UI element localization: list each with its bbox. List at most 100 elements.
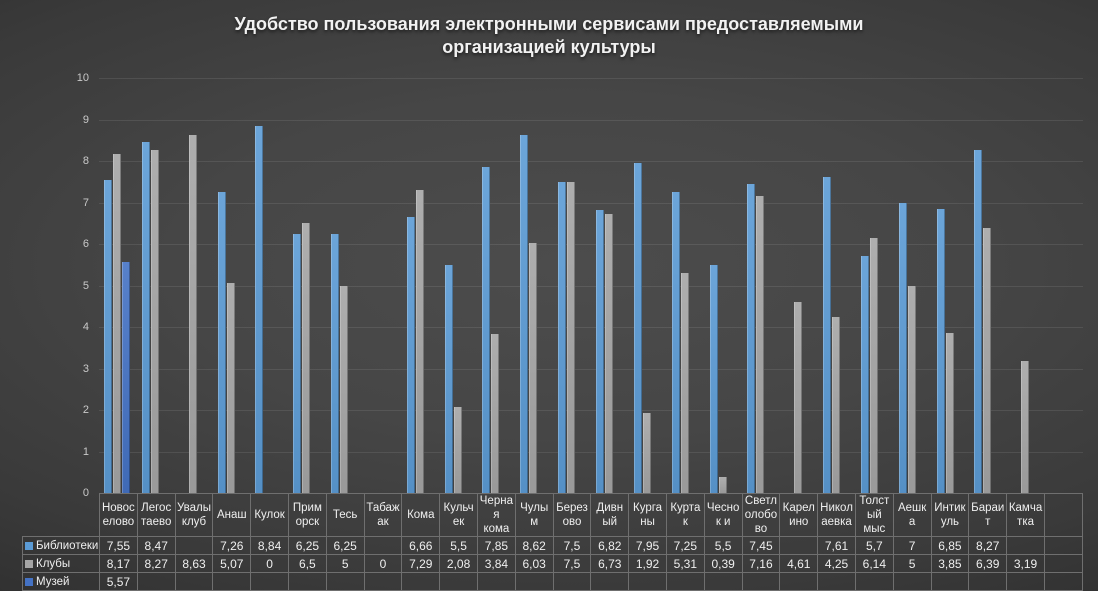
bar-Клубы-Николаевка	[832, 316, 841, 493]
value-cell: 6,66	[401, 536, 441, 555]
value-cell: 5,31	[665, 554, 705, 573]
value-cell: 7,95	[628, 536, 667, 555]
value-cell: 7,5	[552, 554, 592, 573]
category-header: Светлолобово	[741, 493, 781, 537]
value-cell: 6,03	[514, 554, 554, 573]
category-header: Новоселово	[99, 493, 138, 537]
value-cell	[174, 536, 214, 555]
category-header: Курганы	[628, 493, 667, 537]
chart-title: Удобство пользования электронными сервис…	[234, 14, 864, 57]
value-cell	[325, 572, 365, 591]
value-cell	[892, 572, 932, 591]
value-cell: 5,07	[212, 554, 252, 573]
category-header: Николаевка	[817, 493, 856, 537]
category-header: Карелино	[779, 493, 819, 537]
value-cell	[1006, 572, 1045, 591]
category-header: Приморск	[287, 493, 327, 537]
category-header: Бараит	[968, 493, 1008, 537]
value-cell: 8,17	[99, 554, 138, 573]
bar-Клубы-Анаш	[226, 282, 235, 493]
y-tick-label-7: 7	[82, 196, 89, 209]
bar-Клубы-Кульчек	[453, 406, 462, 493]
category-header: Табажак	[363, 493, 403, 537]
value-cell: 6,14	[854, 554, 894, 573]
value-cell	[174, 572, 214, 591]
bar-Библиотеки-Кома	[406, 216, 415, 493]
value-cell	[930, 572, 970, 591]
value-cell	[363, 536, 403, 555]
value-cell: 7,5	[552, 536, 592, 555]
bar-Клубы-Куртак	[680, 272, 689, 493]
value-cell	[439, 572, 478, 591]
value-cell: 7,45	[741, 536, 781, 555]
value-cell: 7,16	[741, 554, 781, 573]
table-row-Клубы: Клубы 8,17 8,27 8,63 5,07 0 6,5 5 0 7,29 2,08 3,84 6…	[22, 554, 1084, 573]
bar-Клубы-Кома	[415, 190, 424, 493]
value-cell-empty	[1043, 554, 1084, 573]
value-cell: 5,5	[439, 536, 478, 555]
category-header: Чулым	[514, 493, 554, 537]
value-cell: 0	[250, 554, 289, 573]
category-header-empty	[1043, 493, 1084, 537]
plot-area	[99, 78, 1083, 493]
category-header: Тесь	[325, 493, 365, 537]
y-tick-label-3: 3	[82, 362, 89, 375]
value-cell: 1,92	[628, 554, 667, 573]
value-cell	[401, 572, 441, 591]
value-cell: 2,08	[439, 554, 478, 573]
bar-Библиотеки-Анаш	[217, 191, 226, 493]
bar-Клубы-Тесь	[340, 285, 349, 493]
bar-Клубы-Интикуль	[945, 333, 954, 493]
value-cell: 7,85	[476, 536, 516, 555]
y-tick-label-5: 5	[82, 279, 89, 292]
category-header: Кома	[401, 493, 441, 537]
bar-Библиотеки-Чеснок и	[709, 264, 718, 493]
gridline	[99, 244, 1083, 245]
bar-Клубы-Карелино	[794, 301, 803, 493]
value-cell	[854, 572, 894, 591]
category-header: Куртак	[665, 493, 705, 537]
value-cell: 7,55	[99, 536, 138, 555]
y-tick-label-0: 0	[82, 487, 89, 499]
bar-Библиотеки-Аешка	[898, 202, 907, 493]
bar-Библиотеки-Черная кома	[482, 167, 491, 493]
legend-label-Клубы: Клубы	[36, 557, 71, 570]
value-cell	[136, 572, 176, 591]
category-header: Толстый мыс	[854, 493, 894, 537]
value-cell	[779, 536, 819, 555]
bar-Библиотеки-Бараит	[974, 149, 983, 493]
gridlines	[99, 78, 1083, 493]
y-tick-label-6: 6	[82, 238, 89, 250]
legend-cell-Музей: Музей	[22, 572, 100, 591]
value-cell	[779, 572, 819, 591]
bar-Клубы-Толстый мыс	[869, 238, 878, 493]
value-cell: 6,25	[287, 536, 327, 555]
value-cell	[363, 572, 403, 591]
y-axis: 0 1 2 3 4 5 6 7 8 9 10	[0, 72, 95, 499]
y-tick-label-9: 9	[82, 113, 89, 126]
category-header: Чеснок и	[703, 493, 743, 537]
value-cell: 7	[892, 536, 932, 555]
bar-Клубы-Бараит	[983, 227, 992, 493]
bar-Клубы-Дивный	[605, 213, 613, 493]
value-cell: 7,25	[665, 536, 705, 555]
value-cell: 6,85	[930, 536, 970, 555]
bar-Клубы-Увалы клуб	[188, 134, 197, 493]
value-cell-empty	[1043, 536, 1084, 555]
value-cell	[1006, 536, 1045, 555]
value-cell: 8,62	[514, 536, 554, 555]
data-table: Новоселово Легостаево Увалы клуб Анаш Кулок П…	[22, 493, 1084, 591]
bar-Клубы-Светлолобово	[756, 195, 765, 493]
value-cell: 3,85	[930, 554, 970, 573]
gridline	[99, 410, 1083, 411]
value-cell: 8,47	[136, 536, 176, 555]
category-header: Легостаево	[136, 493, 176, 537]
value-cell	[552, 572, 592, 591]
value-cell: 0	[363, 554, 403, 573]
table-row-Музей: Музей 5,57	[22, 572, 1084, 591]
y-tick-label-8: 8	[82, 155, 89, 167]
value-cell-empty	[1043, 572, 1084, 591]
bar-Библиотеки-Легостаево	[141, 141, 150, 493]
bar-Клубы-Аешка	[907, 285, 916, 493]
